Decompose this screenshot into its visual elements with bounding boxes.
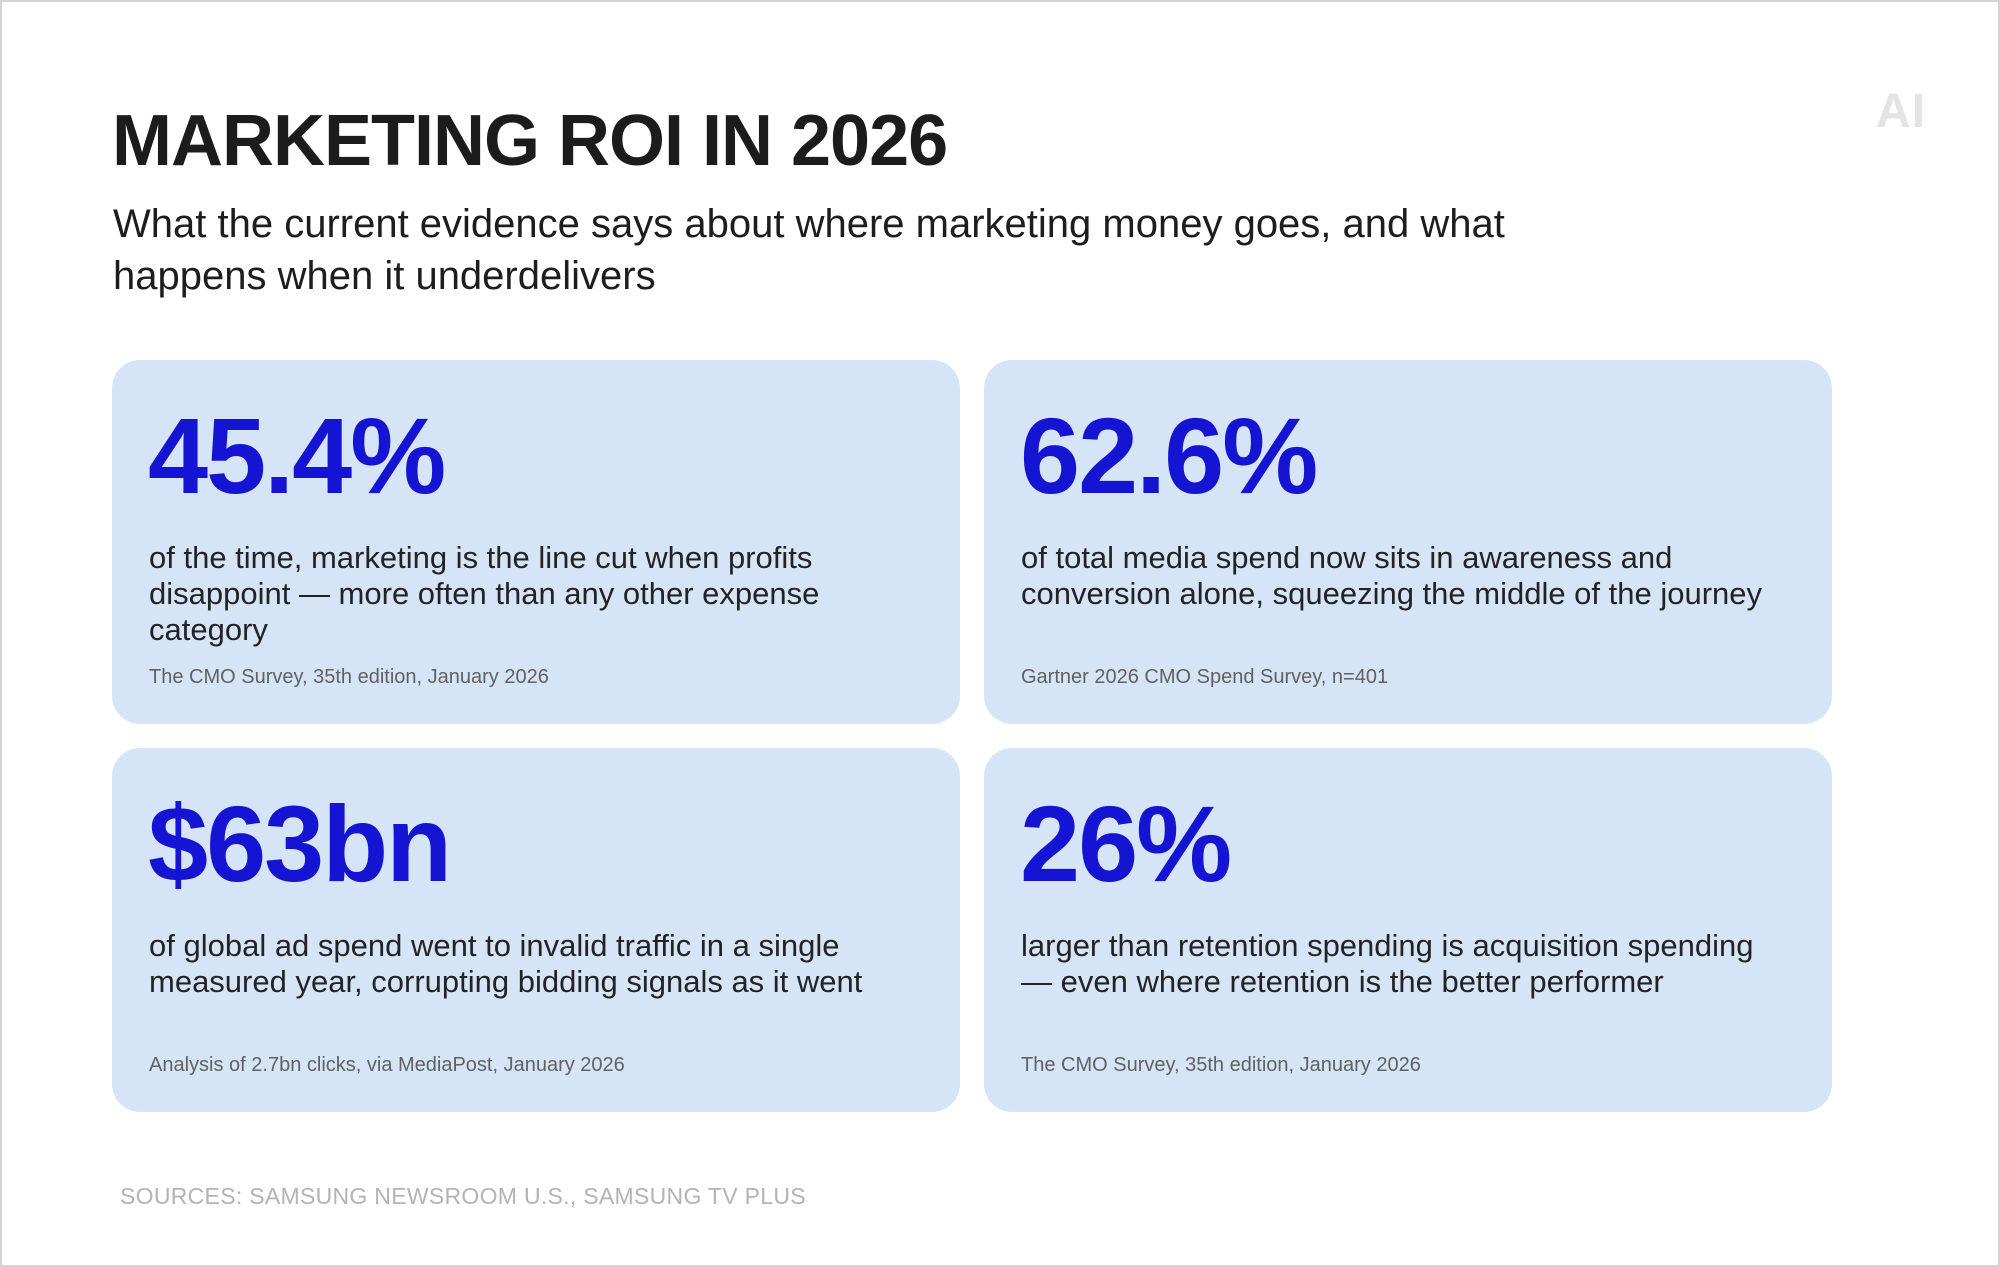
stat-description: of the time, marketing is the line cut w… <box>149 540 820 647</box>
stat-value: 26% <box>1020 783 1232 904</box>
stat-description: of global ad spend went to invalid traff… <box>149 928 863 999</box>
stat-description: larger than retention spending is acquis… <box>1021 928 1754 999</box>
stat-source: The CMO Survey, 35th edition, January 20… <box>1021 1054 1421 1076</box>
stat-card: 62.6% of total media spend now sits in a… <box>984 360 1832 724</box>
stat-value: $63bn <box>148 783 452 904</box>
stat-card: $63bn of global ad spend went to invalid… <box>112 748 960 1112</box>
stat-source: The CMO Survey, 35th edition, January 20… <box>149 666 549 688</box>
stat-source: Analysis of 2.7bn clicks, via MediaPost,… <box>149 1054 625 1076</box>
stat-source: Gartner 2026 CMO Spend Survey, n=401 <box>1021 666 1389 688</box>
footer-sources: SOURCES: SAMSUNG NEWSROOM U.S., SAMSUNG … <box>120 1183 806 1209</box>
page-subtitle: What the current evidence says about whe… <box>113 202 1505 298</box>
stat-card: 26% larger than retention spending is ac… <box>984 748 1832 1112</box>
stat-value: 62.6% <box>1020 395 1318 516</box>
stat-value: 45.4% <box>148 395 446 516</box>
stat-card: 45.4% of the time, marketing is the line… <box>112 360 960 724</box>
stat-description: of total media spend now sits in awarene… <box>1021 540 1763 611</box>
brand-logo: AI <box>1876 85 1926 138</box>
page-title: MARKETING ROI IN 2026 <box>112 101 948 181</box>
